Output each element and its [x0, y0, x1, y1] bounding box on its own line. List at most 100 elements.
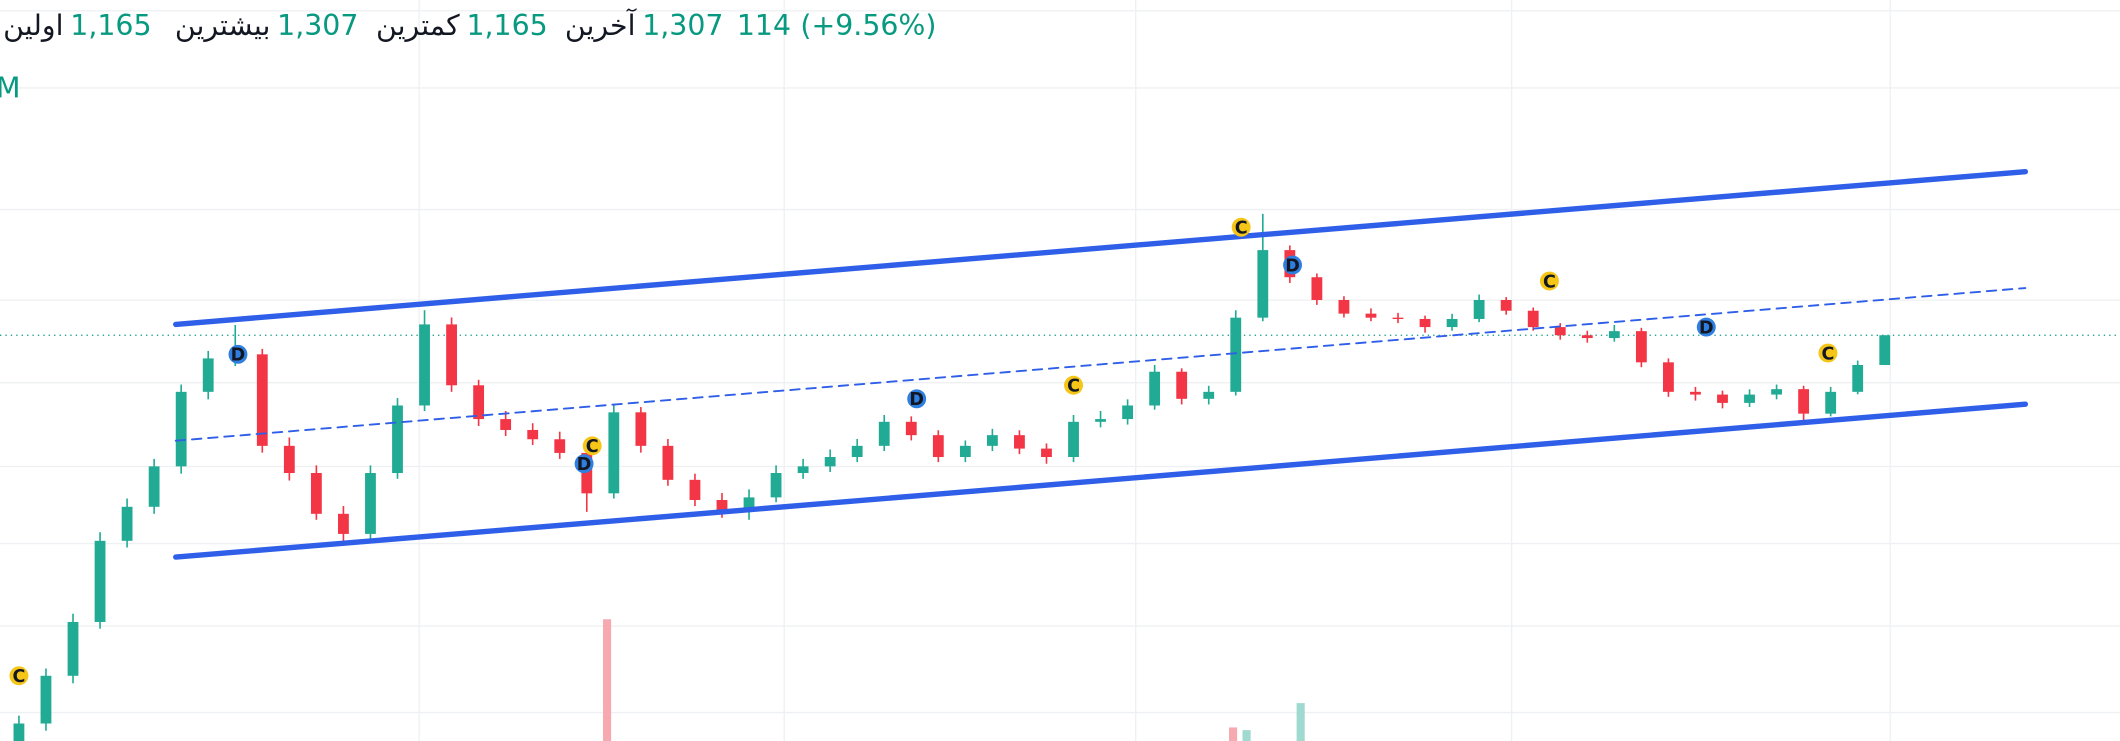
trend-line: [173, 401, 2029, 560]
candle-body: [1663, 362, 1674, 392]
legend-value: 1,307: [642, 9, 723, 42]
candle-body: [824, 457, 836, 467]
candle-body: [1014, 435, 1025, 449]
candle-body: [94, 540, 106, 622]
candle-body: [13, 723, 25, 741]
candle-body: [1419, 318, 1431, 328]
candle-body: [770, 473, 782, 498]
candle-body: [1095, 419, 1106, 422]
candle-body: [1311, 277, 1323, 300]
legend-label: بیشترین: [175, 9, 271, 42]
candle-body: [446, 324, 457, 386]
candle-body: [365, 473, 376, 534]
signal-marker: [9, 666, 29, 686]
candle-body: [1122, 405, 1134, 420]
candle-body: [1176, 371, 1188, 399]
signal-marker: [228, 344, 248, 364]
candle-body: [310, 473, 322, 514]
signal-label: C: [12, 667, 25, 687]
signal-label: D: [1699, 318, 1714, 338]
candle-body: [1473, 299, 1485, 319]
volume-bar: [1296, 703, 1305, 741]
legend-label: آخرین: [565, 8, 637, 42]
candle-body: [283, 445, 295, 474]
candle-body: [554, 439, 566, 453]
legend-value: 1,165: [466, 9, 547, 42]
candle-body: [1527, 310, 1539, 328]
indicator-label: M: [0, 71, 20, 104]
signal-label: D: [909, 390, 924, 410]
candle-body: [1041, 448, 1052, 458]
candle-body: [851, 445, 863, 458]
legend-label: کمترین: [376, 9, 460, 42]
signal-marker: [1064, 375, 1083, 395]
candle-body: [716, 499, 728, 512]
candle-body: [797, 466, 809, 474]
candle-body: [581, 452, 593, 494]
candle-body: [1771, 389, 1782, 395]
signal-marker: [907, 389, 927, 409]
trend-line: [174, 287, 2027, 442]
legend-value: 1,165: [70, 9, 151, 42]
change: 114: [737, 9, 791, 42]
candle-body: [1852, 364, 1864, 392]
signal-marker: [582, 436, 602, 456]
candle-body: [1068, 421, 1079, 458]
signal-label: C: [1543, 272, 1556, 292]
signal-marker: [1231, 217, 1251, 237]
signal-marker: [1818, 343, 1838, 363]
change-percent: (+9.56%): [800, 9, 936, 42]
signal-marker: [1283, 255, 1303, 275]
signal-marker: [574, 454, 594, 474]
candle-body: [121, 506, 133, 541]
candle-body: [932, 435, 944, 458]
signal-label: D: [1285, 256, 1300, 276]
candle-body: [743, 497, 755, 512]
candle-body: [202, 358, 214, 392]
candle-body: [1446, 318, 1458, 328]
header: اولین 1,165 بیشترین 1,307 کمترین 1,165 آ…: [0, 8, 936, 104]
signal-label: C: [1235, 219, 1248, 239]
volume-bar: [603, 619, 612, 741]
signal-label: C: [1822, 344, 1835, 364]
candle-body: [1149, 371, 1161, 406]
candle-body: [256, 354, 268, 446]
candle-body: [1825, 391, 1837, 414]
candle-body: [500, 419, 512, 430]
signal-label: D: [577, 455, 592, 475]
candle-body: [1690, 391, 1701, 395]
signal-marker: [1696, 317, 1716, 337]
candle-body: [1257, 250, 1269, 318]
candle-body: [959, 445, 971, 458]
signal-label: C: [1067, 377, 1080, 397]
legend-value: 1,307: [277, 9, 358, 42]
candle-body: [527, 429, 539, 440]
candle-body: [608, 412, 620, 494]
volume-bar: [1242, 730, 1251, 741]
candle-body: [1338, 299, 1350, 314]
candle-body: [1230, 317, 1242, 392]
candle-body: [392, 405, 403, 474]
candle-body: [1608, 331, 1620, 339]
candle-body: [905, 421, 917, 436]
candle-body: [878, 421, 890, 446]
candle-body: [662, 445, 674, 480]
candle-body: [1203, 391, 1215, 399]
candle-body: [67, 621, 79, 676]
trend-line: [173, 168, 2029, 328]
candle-body: [1554, 327, 1566, 336]
candle-body: [1392, 317, 1404, 320]
candle-body: [148, 466, 160, 507]
candle-body: [40, 675, 52, 724]
candle-body: [1365, 313, 1377, 318]
candle-body: [1500, 299, 1512, 311]
candle-body: [689, 479, 701, 500]
signal-label: C: [586, 437, 599, 457]
volume-bar: [1229, 727, 1238, 741]
candle-body: [1744, 394, 1755, 403]
candle-body: [473, 385, 485, 420]
candle-body: [1581, 335, 1593, 339]
